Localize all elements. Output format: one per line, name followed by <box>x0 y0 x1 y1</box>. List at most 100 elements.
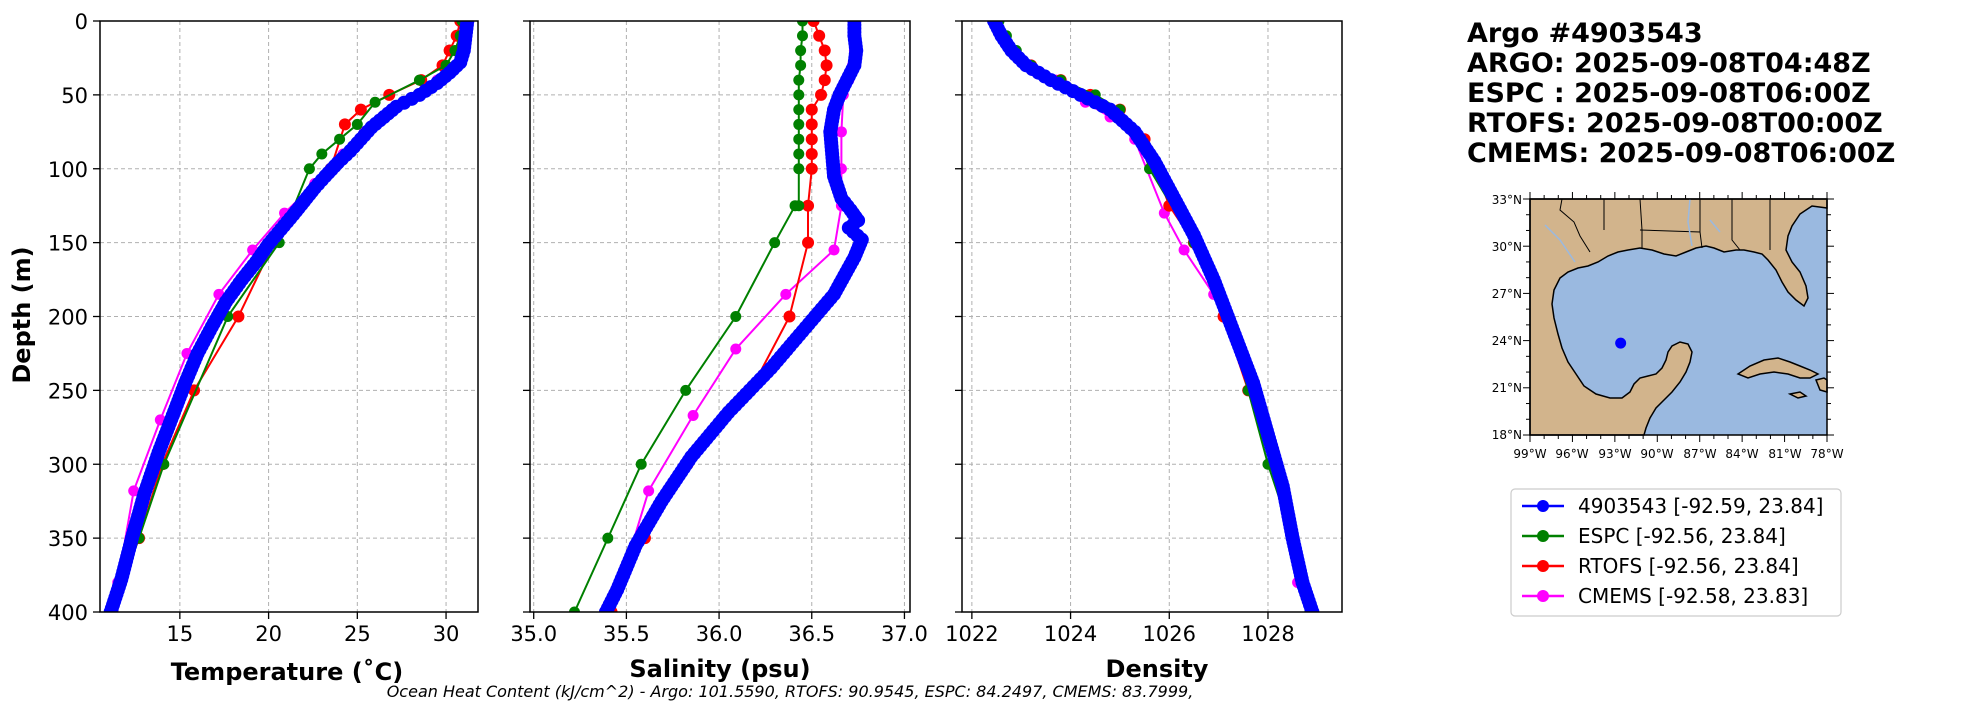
map-rivers <box>1544 198 1721 263</box>
data-point <box>805 162 818 175</box>
data-point <box>828 244 840 256</box>
legend-entry: 4903543 [-92.59, 23.84] <box>1522 494 1823 518</box>
salinity-panel: 35.0 35.5 36.0 36.5 37.0 <box>510 20 928 646</box>
map-lat-label: 21°N <box>1492 381 1522 395</box>
data-point <box>793 163 805 175</box>
map-land-jamaica <box>1787 391 1808 399</box>
x-tick-label: 1026 <box>1143 622 1196 646</box>
x-tick-label: 20 <box>255 622 282 646</box>
data-point <box>687 409 699 421</box>
data-point <box>793 89 805 101</box>
data-point <box>815 88 828 101</box>
grid-lines <box>530 20 910 613</box>
header-block: Argo #4903543 ARGO: 2025-09-08T04:48Z ES… <box>1467 18 1895 169</box>
data-point <box>730 311 742 322</box>
x-tick-label: 35.0 <box>510 622 557 646</box>
data-point <box>602 532 614 544</box>
legend-marker <box>1537 590 1549 602</box>
map-lat-label: 30°N <box>1492 240 1522 254</box>
data-point <box>680 384 692 396</box>
legend-frame <box>1510 488 1842 617</box>
x-tick-label: 1022 <box>945 622 998 646</box>
legend-label: 4903543 [-92.59, 23.84] <box>1578 494 1823 518</box>
data-point <box>793 133 805 145</box>
legend-entry: ESPC [-92.56, 23.84] <box>1522 524 1786 548</box>
map-lon-label: 96°W <box>1555 447 1588 461</box>
map-land-cuba <box>1736 357 1820 379</box>
legend-marker <box>1537 560 1549 572</box>
series-argo <box>599 21 869 612</box>
data-point <box>1178 244 1190 256</box>
x-tick-label: 15 <box>166 622 193 646</box>
x-tick-label: 1028 <box>1241 622 1294 646</box>
header-argo-time: ARGO: 2025-09-08T04:48Z <box>1467 48 1871 79</box>
series-argo <box>987 21 1320 612</box>
map-ticks <box>1523 192 1834 442</box>
data-point <box>334 133 346 145</box>
series-line <box>111 21 462 612</box>
legend-label: ESPC [-92.56, 23.84] <box>1578 524 1786 548</box>
map-lon-label: 84°W <box>1725 447 1758 461</box>
data-point <box>793 118 805 130</box>
y-tick-label: 350 <box>48 527 88 551</box>
data-point <box>643 485 655 497</box>
header-cmems-time: CMEMS: 2025-09-08T06:00Z <box>1467 138 1895 169</box>
data-point <box>835 126 847 138</box>
y-tick-label: 50 <box>61 84 88 108</box>
x-tick-label: 37.0 <box>881 622 928 646</box>
legend-label: CMEMS [-92.58, 23.83] <box>1578 584 1808 608</box>
map-labels: 33°N 30°N 27°N 24°N 21°N 18°N 99°W 96°W … <box>1492 193 1844 461</box>
data-point <box>793 74 805 86</box>
map-lon-label: 99°W <box>1513 447 1546 461</box>
data-point <box>818 44 831 57</box>
x-tick-label: 36.0 <box>696 622 743 646</box>
data-point <box>805 103 818 116</box>
data-point <box>783 310 796 323</box>
data-point <box>103 605 118 612</box>
data-point <box>316 148 328 160</box>
y-axis-label: Depth (m) <box>8 246 36 383</box>
series-espc <box>568 21 808 612</box>
series-line <box>116 21 469 583</box>
data-point <box>780 288 792 300</box>
map-land-north-america <box>1529 198 1828 436</box>
y-tick-label: 300 <box>48 453 88 477</box>
y-tick-label: 150 <box>48 232 88 256</box>
series-line <box>993 21 1299 583</box>
data-point <box>599 605 613 612</box>
legend: 4903543 [-92.59, 23.84] ESPC [-92.56, 23… <box>1510 488 1842 617</box>
header-rtofs-time: RTOFS: 2025-09-08T00:00Z <box>1467 108 1883 139</box>
series-argo <box>103 21 475 612</box>
header-espc-time: ESPC : 2025-09-08T06:00Z <box>1467 78 1871 109</box>
data-point <box>820 59 833 72</box>
map-lat-label: 24°N <box>1492 334 1522 348</box>
grid-lines <box>100 20 478 613</box>
data-point <box>338 118 351 131</box>
map-lon-label: 93°W <box>1598 447 1631 461</box>
data-point <box>793 148 805 160</box>
map-lon-label: 78°W <box>1810 447 1843 461</box>
legend-marker <box>1537 530 1549 542</box>
map-lon-label: 90°W <box>1640 447 1673 461</box>
data-point <box>802 236 815 249</box>
data-point <box>568 606 580 612</box>
map-lon-label: 81°W <box>1768 447 1801 461</box>
ocean-heat-content-footer: Ocean Heat Content (kJ/cm^2) - Argo: 101… <box>387 682 1194 701</box>
data-point <box>730 343 742 355</box>
map-lat-label: 27°N <box>1492 287 1522 301</box>
x-tick-label: 36.5 <box>788 622 835 646</box>
data-point <box>413 74 425 86</box>
map-float-marker <box>1615 337 1627 349</box>
data-point <box>802 199 815 212</box>
data-point <box>635 458 647 470</box>
series-cmems <box>988 21 1304 588</box>
data-point <box>128 485 140 497</box>
data-point <box>818 74 831 87</box>
data-point <box>793 104 805 116</box>
data-point <box>369 96 381 108</box>
grid-lines <box>962 20 1342 613</box>
map-lon-label: 87°W <box>1683 447 1716 461</box>
data-point <box>796 21 808 27</box>
data-point <box>354 103 367 116</box>
